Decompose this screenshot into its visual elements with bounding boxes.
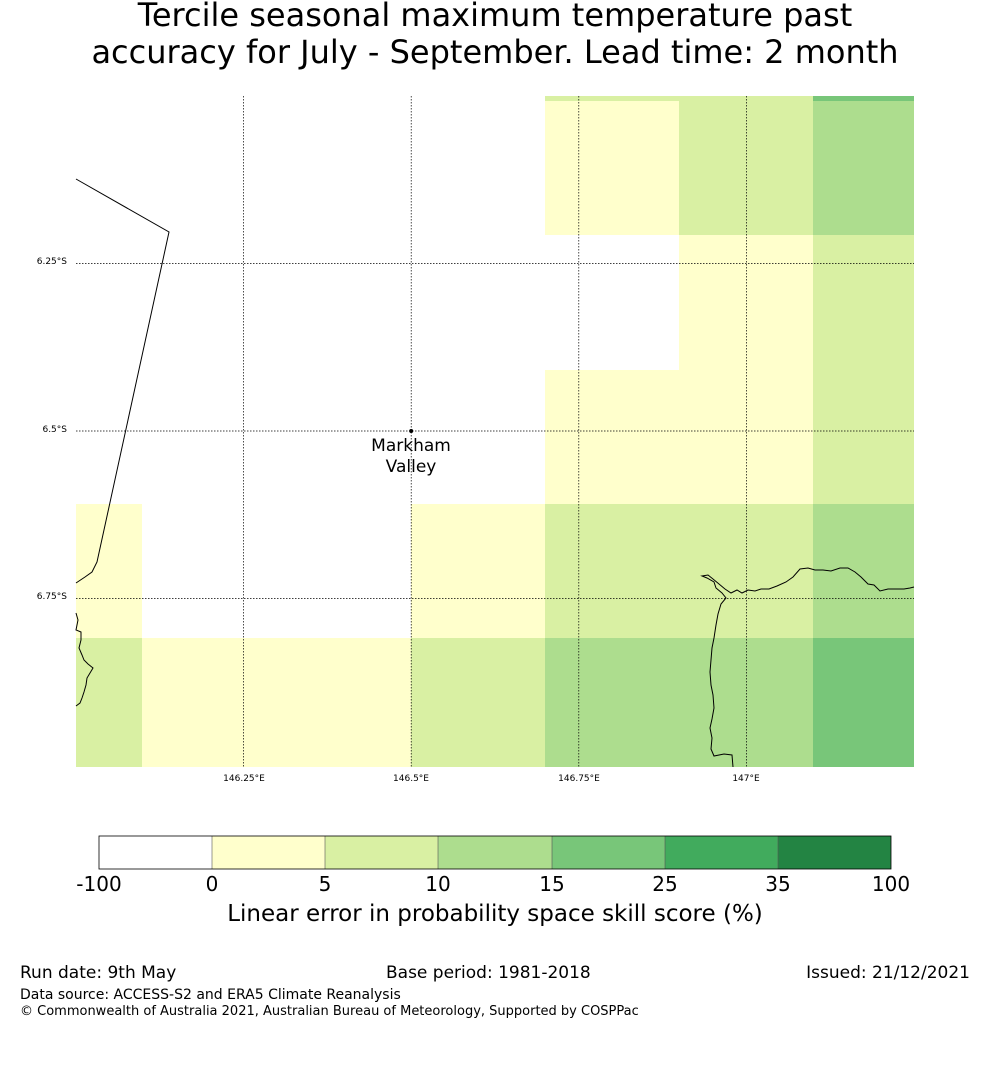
- lat-label-6-5: 6.5°S: [42, 425, 67, 435]
- skill-cell: [411, 638, 545, 767]
- skill-cell: [679, 638, 813, 767]
- skill-cell: [142, 638, 276, 767]
- colorbar-segment: [438, 836, 552, 869]
- skill-cell: [545, 101, 679, 235]
- colorbar-tick: -100: [76, 872, 122, 896]
- skill-cell: [813, 370, 914, 504]
- colorbar-segment: [325, 836, 438, 869]
- skill-cell: [679, 235, 813, 370]
- colorbar-segment: [212, 836, 325, 869]
- skill-cell: [545, 370, 679, 504]
- coastline-west: [75, 612, 94, 707]
- lon-label-146-25: 146.25°E: [223, 774, 265, 784]
- skill-cell: [813, 235, 914, 370]
- place-name-line-1: Markham: [371, 436, 451, 456]
- lon-label-147: 147°E: [732, 774, 760, 784]
- skill-cell: [545, 504, 679, 638]
- lon-label-146-75: 146.75°E: [558, 774, 600, 784]
- markham-valley-marker: [409, 429, 414, 433]
- colorbar: [98, 835, 892, 870]
- province-boundary: [75, 178, 170, 584]
- colorbar-segment: [552, 836, 665, 869]
- skill-cell: [679, 504, 813, 638]
- place-name-line-2: Valley: [385, 457, 437, 477]
- colorbar-tick: 0: [205, 872, 219, 896]
- base-period: Base period: 1981-2018: [386, 963, 591, 983]
- skill-cell: [76, 504, 142, 638]
- colorbar-segment: [665, 836, 778, 869]
- data-source: Data source: ACCESS-S2 and ERA5 Climate …: [20, 987, 401, 1003]
- skill-cell: [545, 96, 679, 101]
- markham-valley-label: Markham Valley: [371, 436, 451, 478]
- colorbar-tick: 100: [871, 872, 911, 896]
- lon-label-146-5: 146.5°E: [393, 774, 429, 784]
- chart-title-line-2: accuracy for July - September. Lead time…: [91, 33, 899, 71]
- lat-label-6-75: 6.75°S: [36, 592, 67, 602]
- colorbar-segment: [99, 836, 212, 869]
- copyright: © Commonwealth of Australia 2021, Austra…: [20, 1004, 639, 1019]
- coastline-east: [700, 567, 915, 768]
- skill-cell: [813, 96, 914, 101]
- skill-cell: [813, 638, 914, 767]
- lat-label-6-25: 6.25°S: [36, 257, 67, 267]
- skill-cell: [411, 504, 545, 638]
- colorbar-tick: 15: [539, 872, 565, 896]
- colorbar-tick: 5: [318, 872, 332, 896]
- skill-cell: [813, 101, 914, 235]
- colorbar-tick: 25: [652, 872, 678, 896]
- skill-cell: [679, 370, 813, 504]
- colorbar-label: Linear error in probability space skill …: [227, 901, 763, 927]
- run-date: Run date: 9th May: [20, 963, 177, 983]
- skill-cell: [276, 638, 411, 767]
- graticule: [76, 96, 914, 767]
- skill-cell: [76, 638, 142, 767]
- skill-cell: [545, 638, 679, 767]
- colorbar-tick: 35: [765, 872, 791, 896]
- chart-title-line-1: Tercile seasonal maximum temperature pas…: [137, 0, 853, 34]
- colorbar-frame: [98, 835, 892, 870]
- colorbar-tick: 10: [425, 872, 451, 896]
- issued-date: Issued: 21/12/2021: [806, 963, 970, 983]
- skill-cell: [679, 96, 813, 235]
- colorbar-segment: [778, 836, 891, 869]
